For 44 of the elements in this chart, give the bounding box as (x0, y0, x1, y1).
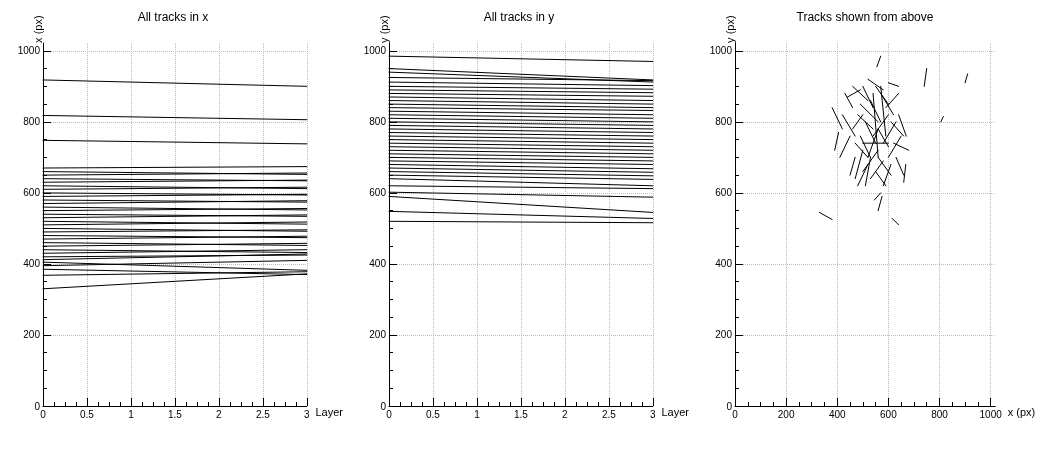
x-tick-label: 400 (828, 408, 847, 420)
y-tick-label: 0 (34, 400, 41, 412)
x-tick-label: 1 (128, 408, 135, 420)
y-tick-label: 600 (23, 187, 41, 199)
y-tick-label: 600 (369, 187, 387, 199)
chart-title: All tracks in y (483, 10, 555, 24)
x-tick-label: 0.5 (80, 408, 95, 420)
y-tick-label: 1000 (363, 45, 387, 57)
x-tick-label: 1000 (979, 408, 1003, 420)
y-tick-label: 400 (715, 258, 733, 270)
x-tick-label: 2 (216, 408, 223, 420)
x-tick-label: 2 (562, 408, 569, 420)
x-tick-label: 0.5 (426, 408, 441, 420)
x-tick-label: 2.5 (255, 408, 271, 420)
y-tick-label: 800 (369, 116, 387, 128)
y-axis-title: y (px) (723, 15, 736, 43)
chart-title: Tracks shown from above (796, 10, 934, 24)
y-tick-label: 200 (369, 329, 387, 341)
x-tick-label: 800 (931, 408, 949, 420)
x-axis-title: Layer (661, 405, 690, 418)
y-tick-label: 600 (715, 187, 733, 199)
y-tick-label: 400 (23, 258, 41, 270)
x-tick-label: 1 (474, 408, 481, 420)
chart-title: All tracks in x (137, 10, 209, 24)
x-tick-label: 600 (880, 408, 898, 420)
y-tick-label: 0 (726, 400, 733, 412)
y-tick-label: 1000 (709, 45, 733, 57)
x-tick-label: 2.5 (601, 408, 617, 420)
x-tick-label: 1.5 (513, 408, 529, 420)
x-tick-label: 3 (304, 408, 311, 420)
x-tick-label: 3 (650, 408, 657, 420)
y-tick-label: 1000 (17, 45, 41, 57)
y-tick-label: 800 (23, 116, 41, 128)
x-axis-title: Layer (315, 405, 344, 418)
y-axis-title: y (px) (377, 15, 390, 43)
y-axis-title: x (px) (31, 15, 44, 43)
x-axis-title: x (px) (1007, 405, 1036, 418)
y-tick-label: 0 (380, 400, 387, 412)
y-tick-label: 200 (23, 329, 41, 341)
y-tick-label: 800 (715, 116, 733, 128)
x-tick-label: 1.5 (167, 408, 183, 420)
y-tick-label: 200 (715, 329, 733, 341)
x-tick-label: 200 (777, 408, 795, 420)
y-tick-label: 400 (369, 258, 387, 270)
